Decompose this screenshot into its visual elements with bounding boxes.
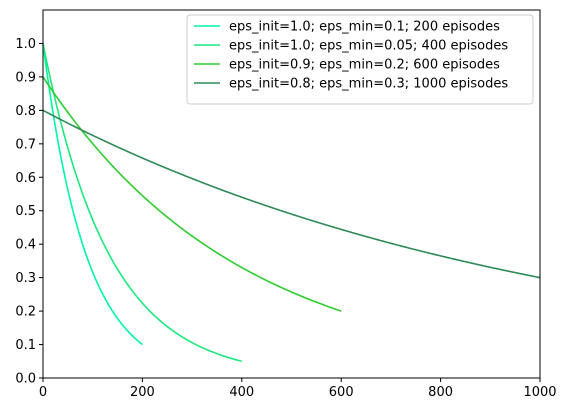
y-tick-label: 0.0 [15,372,36,387]
y-tick-label: 0.6 [15,171,36,186]
legend-label-2: eps_init=1.0; eps_min=0.05; 400 episodes [229,39,508,54]
x-tick-label: 600 [329,385,354,400]
x-tick-label: 1000 [523,385,556,400]
series-line-3 [42,76,342,312]
series-layer [42,43,541,363]
plot-frame [42,9,541,379]
series-line-4 [42,109,541,279]
y-tick-label: 1.0 [15,37,36,52]
y-tick-label: 0.1 [15,338,36,353]
y-tick-label: 0.9 [15,70,36,85]
x-tick-label: 400 [229,385,254,400]
y-tick-label: 0.5 [15,204,36,219]
y-tick-label: 0.8 [15,104,36,119]
y-tick-label: 0.4 [15,238,36,253]
x-tick-label: 200 [130,385,155,400]
y-tick-label: 0.3 [15,271,36,286]
y-tick-label: 0.2 [15,305,36,320]
y-tick-label: 0.7 [15,137,36,152]
legend-label-4: eps_init=0.8; eps_min=0.3; 1000 episodes [229,77,508,92]
series-line-1 [42,43,143,346]
legend-box [186,14,534,105]
ticks-layer: 0 200 400 600 800 1000 0.0 0.1 0.2 0.3 0.4 0.5 0.6 0.… [15,37,556,400]
series-line-2 [42,43,242,363]
x-tick-label: 800 [428,385,453,400]
x-tick-label: 0 [39,385,47,400]
legend-label-1: eps_init=1.0; eps_min=0.1; 200 episodes [229,20,500,35]
legend: eps_init=1.0; eps_min=0.1; 200 episodes e… [186,14,534,105]
legend-label-3: eps_init=0.9; eps_min=0.2; 600 episodes [229,58,500,73]
